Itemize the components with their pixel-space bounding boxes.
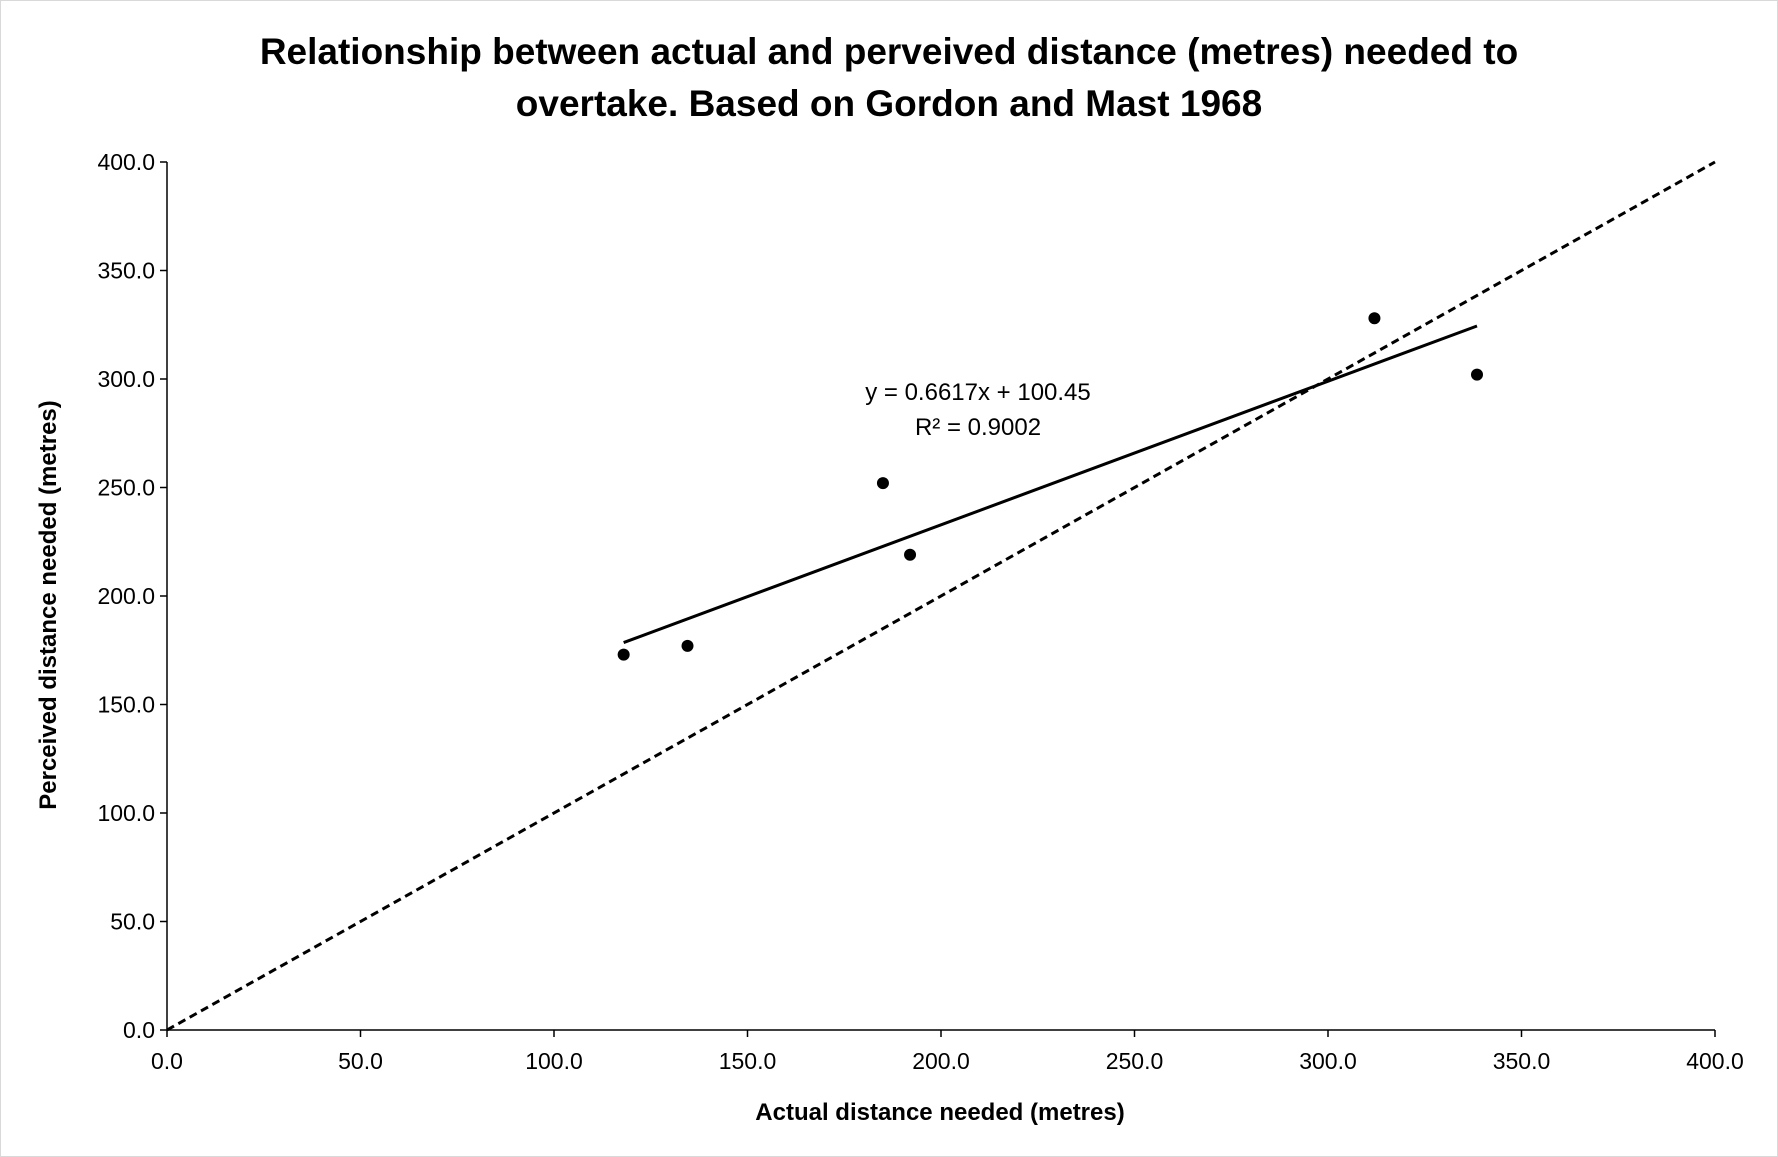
- data-point: [904, 548, 917, 561]
- data-points: [617, 312, 1483, 661]
- chart-title-line-1: Relationship between actual and perveive…: [260, 31, 1518, 72]
- y-tick-label: 200.0: [97, 583, 155, 609]
- trendline-r-squared: R² = 0.9002: [915, 414, 1041, 441]
- y-tick-label: 400.0: [97, 149, 155, 175]
- y-axis-ticks: 0.0 50.0 100.0 150.0 200.0 250.0 300.0 350.0 400…: [97, 149, 167, 1043]
- trendline-equation: y = 0.6617x + 100.45: [865, 379, 1091, 406]
- x-axis-title: Actual distance needed (metres): [755, 1099, 1124, 1126]
- data-point: [681, 639, 694, 652]
- x-tick-label: 250.0: [1106, 1048, 1164, 1074]
- x-tick-label: 0.0: [151, 1048, 183, 1074]
- y-tick-label: 250.0: [97, 475, 155, 501]
- y-tick-label: 300.0: [97, 366, 155, 392]
- y-tick-label: 50.0: [110, 909, 155, 935]
- x-tick-label: 350.0: [1493, 1048, 1551, 1074]
- y-tick-label: 350.0: [97, 258, 155, 284]
- chart-title-line-2: overtake. Based on Gordon and Mast 1968: [516, 83, 1262, 124]
- x-tick-label: 300.0: [1299, 1048, 1357, 1074]
- x-tick-label: 50.0: [338, 1048, 383, 1074]
- data-point: [876, 477, 889, 490]
- y-tick-label: 100.0: [97, 800, 155, 826]
- reference-line-y-equals-x: [166, 160, 1716, 1032]
- y-tick-label: 150.0: [97, 692, 155, 718]
- x-tick-label: 100.0: [525, 1048, 583, 1074]
- data-point: [1470, 368, 1483, 381]
- x-tick-label: 200.0: [912, 1048, 970, 1074]
- x-axis-ticks: 0.0 50.0 100.0 150.0 200.0 250.0 300.0 350.0 400…: [151, 1030, 1744, 1074]
- data-point: [1368, 312, 1381, 325]
- x-tick-label: 400.0: [1686, 1048, 1744, 1074]
- y-axis-title: Perceived distance needed (metres): [35, 400, 62, 810]
- linear-trendline: [623, 324, 1478, 644]
- x-tick-label: 150.0: [719, 1048, 777, 1074]
- y-tick-label: 0.0: [123, 1017, 155, 1043]
- data-point: [617, 648, 630, 661]
